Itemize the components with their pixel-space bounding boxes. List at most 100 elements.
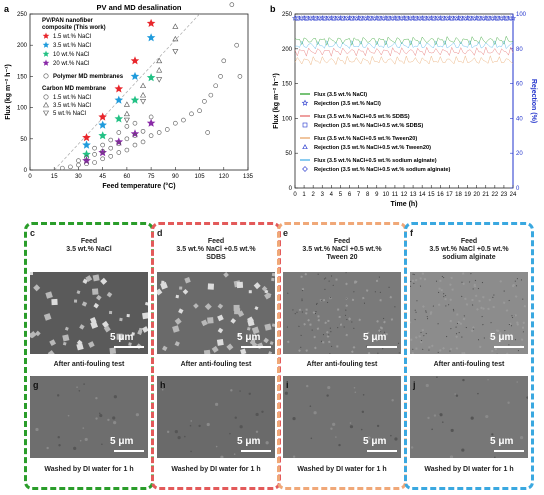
sem-particle [471,304,474,306]
legend-label: Rejection (3.5 wt.% NaCl+0.5 wt.% sodium… [314,167,450,173]
sem-particle [422,305,425,308]
legend-star [42,41,50,48]
guide-line [53,13,200,171]
caption-washed: Washed by DI water for 1 h [171,466,261,473]
sem-particle [314,312,317,315]
rejection-star [419,14,426,21]
sem-particle [493,294,495,296]
sem-speck [239,390,241,392]
sem-particle [443,277,445,279]
panel-b-letter: b [270,4,276,14]
sem-particle [128,342,132,346]
sem-particle [510,325,513,327]
data-point-circle [124,136,130,142]
sem-particle [516,278,518,280]
x-tick-label: 6 [348,192,352,198]
sem-particle [488,298,492,302]
sem-particle [362,296,365,300]
sem-particle [390,318,394,321]
sem-particle [330,275,333,277]
scale-bar [367,346,397,348]
sem-particle [477,287,480,290]
sem-particle [240,348,247,354]
sem-speck [58,444,61,447]
sem-image-after-c [30,272,148,354]
sem-speck [119,440,122,443]
sem-speck [99,413,103,418]
sem-particle [328,340,331,344]
data-point-circle [140,139,146,145]
data-point-circle [173,120,178,126]
sem-particle [207,283,215,290]
sem-particle [499,332,502,335]
sem-speck [84,437,88,442]
sem-particle [522,321,526,325]
legend-label: Rejection (3.5 wt.% NaCl) [314,101,381,107]
sem-speck [183,435,186,438]
sem-particle [461,336,463,338]
rejection-diamond [471,15,478,21]
sem-particle [462,317,466,321]
rejection-triangle [315,15,321,21]
sem-speck [425,383,429,388]
sem-particle [428,349,430,351]
sem-image-washed-c [30,376,148,458]
sem-particle [109,347,117,354]
sem-speck [95,417,98,420]
sem-particle [450,276,453,280]
rejection-square [449,15,454,21]
data-point-star [82,133,91,142]
feed-line: sodium alginate [442,254,496,261]
sem-speck [135,413,139,417]
data-point-star [130,56,140,65]
data-point-triangle [156,67,163,73]
rejection-triangle [333,15,339,21]
scale-label: 5 μm [490,332,514,343]
data-point-circle [124,124,130,129]
sem-particle [330,345,333,348]
rejection-star [509,14,517,21]
sem-particle [413,282,415,285]
rejection-diamond [426,15,432,21]
rejection-square [404,15,409,21]
sem-particle [482,307,485,310]
sem-particle [226,343,234,351]
sem-particle [522,298,524,300]
rejection-triangle [478,15,484,21]
data-point-star [82,140,91,149]
sem-particle [449,347,453,351]
feed-line: Tween 20 [326,254,358,261]
sem-speck [449,455,454,458]
sem-particle [182,288,189,295]
legend-star [42,50,50,57]
rejection-triangle [415,15,421,21]
sem-speck [265,441,269,445]
sem-particle [437,351,439,354]
sem-speck [56,394,60,397]
sem-particle [363,302,366,304]
x-tick-label: 3 [321,192,325,198]
scale-label: 5 μm [490,436,514,447]
sem-speck [390,434,392,437]
sem-particle [470,272,472,275]
sem-particle [459,322,463,326]
sem-particle [379,291,382,293]
sem-speck [220,455,224,458]
sem-particle [296,311,298,313]
legend-marker [302,166,308,172]
data-point-star [82,156,91,165]
data-point-circle [148,114,154,120]
sem-particle [103,325,111,333]
sem-particle [211,345,219,353]
legend-group2-title: Carbon MD membrane [42,86,107,92]
rejection-star [310,14,317,21]
data-point-circle [202,99,207,104]
sem-particle [474,279,477,282]
sem-particle [398,352,400,354]
y2-tick-label: 40 [516,116,523,122]
sem-speck [507,401,510,404]
sem-panel-f [404,222,534,490]
x-tick-label: 5 [339,192,343,198]
data-point-star [146,33,156,42]
sem-particle [64,326,69,331]
